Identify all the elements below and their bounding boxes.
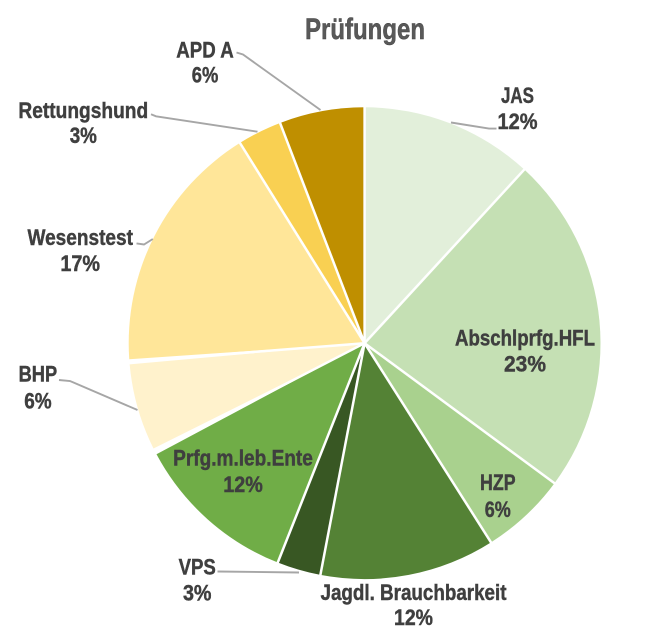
svg-text:6%: 6% bbox=[24, 389, 51, 414]
svg-text:12%: 12% bbox=[498, 109, 538, 134]
svg-text:Abschlprfg.HFL: Abschlprfg.HFL bbox=[455, 325, 595, 350]
svg-text:APD A: APD A bbox=[176, 37, 233, 62]
svg-text:JAS: JAS bbox=[501, 83, 534, 108]
svg-text:VPS: VPS bbox=[179, 555, 216, 580]
svg-text:12%: 12% bbox=[223, 472, 263, 497]
svg-text:Prfg.m.leb.Ente: Prfg.m.leb.Ente bbox=[173, 446, 313, 471]
svg-text:HZP: HZP bbox=[480, 470, 516, 495]
svg-text:Prüfungen: Prüfungen bbox=[305, 13, 425, 46]
svg-text:3%: 3% bbox=[70, 123, 97, 148]
svg-text:BHP: BHP bbox=[19, 361, 58, 386]
svg-text:3%: 3% bbox=[183, 581, 212, 606]
svg-text:17%: 17% bbox=[60, 251, 100, 276]
svg-text:6%: 6% bbox=[192, 63, 219, 88]
svg-text:12%: 12% bbox=[394, 605, 433, 630]
svg-text:Jagdl. Brauchbarkeit: Jagdl. Brauchbarkeit bbox=[321, 580, 508, 605]
svg-text:6%: 6% bbox=[485, 497, 511, 522]
svg-text:Wesenstest: Wesenstest bbox=[27, 225, 133, 250]
svg-text:Rettungshund: Rettungshund bbox=[18, 98, 148, 123]
svg-text:23%: 23% bbox=[504, 351, 546, 376]
